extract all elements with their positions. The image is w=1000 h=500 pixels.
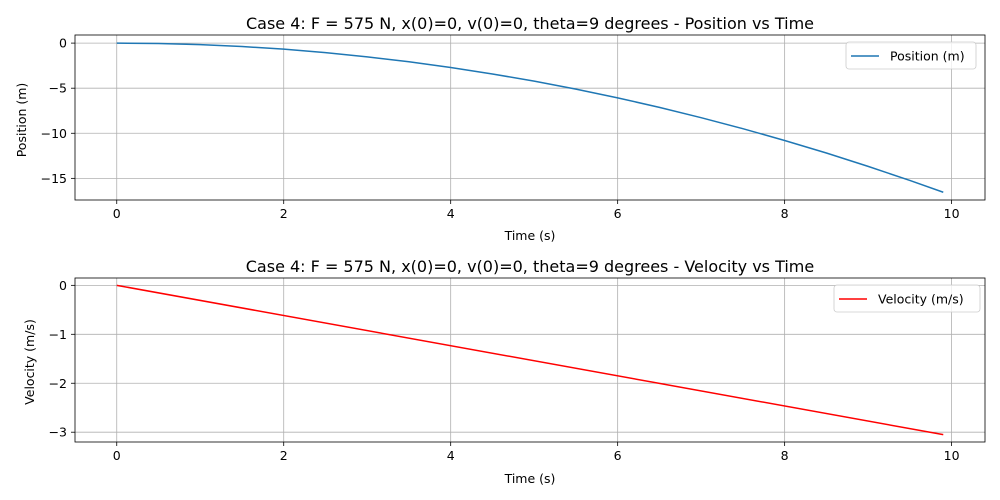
- position-x-tick-label: 6: [614, 206, 622, 221]
- velocity-y-axis-label: Velocity (m/s): [22, 319, 37, 405]
- position-axes-frame: [74, 34, 986, 201]
- position-x-axis-label: Time (s): [504, 228, 556, 243]
- position-legend: Position (m): [845, 41, 977, 70]
- position-y-tick-label: 0: [59, 36, 67, 51]
- velocity-legend: Velocity (m/s): [833, 284, 981, 313]
- position-series-line: [116, 42, 944, 193]
- velocity-x-tick-label: 10: [944, 448, 960, 463]
- position-y-tick-label: −15: [41, 171, 67, 186]
- position-y-tick-label: −10: [41, 126, 67, 141]
- position-legend-box: [845, 41, 977, 70]
- velocity-x-tick-label: 6: [614, 448, 622, 463]
- velocity-y-tick-label: −1: [49, 327, 67, 342]
- velocity-axes-frame: [74, 277, 986, 443]
- position-x-tick-label: 4: [447, 206, 455, 221]
- position-chart-title: Case 4: F = 575 N, x(0)=0, v(0)=0, theta…: [246, 14, 814, 33]
- position-legend-label: Position (m): [890, 49, 965, 64]
- position-y-tick-label: −5: [49, 81, 67, 96]
- velocity-series-line: [116, 284, 944, 436]
- velocity-x-tick-label: 8: [781, 448, 789, 463]
- velocity-y-tick-label: 0: [59, 278, 67, 293]
- position-x-tick-label: 2: [280, 206, 288, 221]
- velocity-x-axis-label: Time (s): [504, 471, 556, 486]
- position-subplot: Case 4: F = 575 N, x(0)=0, v(0)=0, theta…: [14, 14, 986, 243]
- velocity-y-tick-label: −3: [49, 425, 67, 440]
- velocity-x-tick-label: 4: [447, 448, 455, 463]
- velocity-x-tick-label: 2: [280, 448, 288, 463]
- position-y-axis-label: Position (m): [14, 83, 29, 158]
- velocity-subplot: Case 4: F = 575 N, x(0)=0, v(0)=0, theta…: [22, 257, 986, 486]
- velocity-y-tick-label: −2: [49, 376, 67, 391]
- position-x-tick-label: 8: [781, 206, 789, 221]
- position-x-tick-label: 10: [944, 206, 960, 221]
- velocity-chart-title: Case 4: F = 575 N, x(0)=0, v(0)=0, theta…: [246, 257, 814, 276]
- velocity-legend-box: [833, 284, 981, 313]
- velocity-x-tick-label: 0: [113, 448, 121, 463]
- position-x-tick-label: 0: [113, 206, 121, 221]
- velocity-legend-label: Velocity (m/s): [878, 292, 964, 307]
